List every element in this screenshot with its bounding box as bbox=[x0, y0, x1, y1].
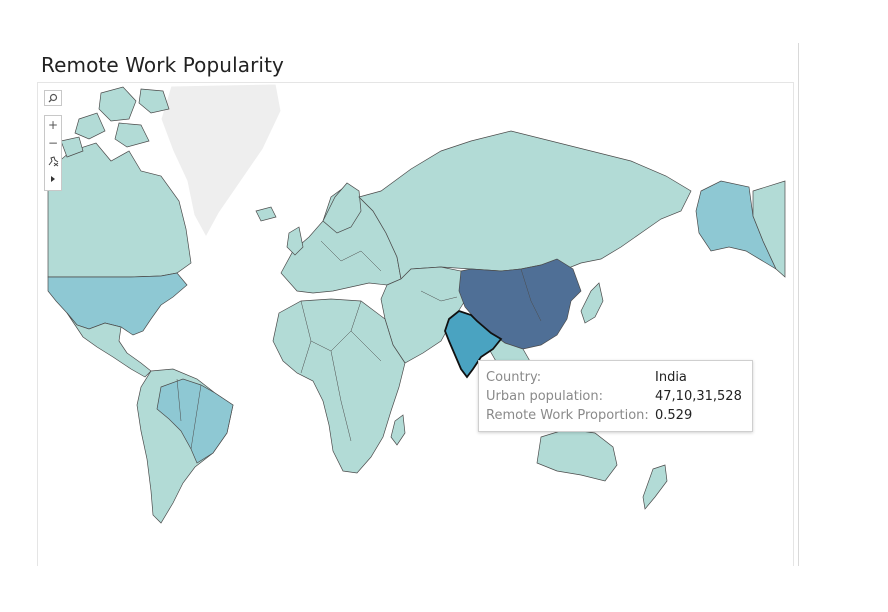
tooltip-value: 47,10,31,528 bbox=[655, 389, 742, 404]
region-india[interactable] bbox=[444, 309, 503, 379]
tooltip-value: 0.529 bbox=[655, 408, 693, 423]
region-canada[interactable] bbox=[47, 142, 192, 278]
minus-icon: − bbox=[47, 136, 59, 150]
map-viewport[interactable] bbox=[37, 82, 794, 566]
map-tooltip: Country: India Urban population: 47,10,3… bbox=[478, 360, 753, 432]
search-icon bbox=[48, 93, 58, 103]
region-africa[interactable] bbox=[272, 298, 406, 474]
page-title: Remote Work Popularity bbox=[41, 53, 284, 77]
zoom-in-button[interactable]: + bbox=[45, 116, 61, 134]
region-new-zealand[interactable] bbox=[642, 464, 668, 510]
region-canada-islands[interactable] bbox=[60, 86, 170, 158]
map-search-button[interactable] bbox=[44, 90, 62, 106]
region-mexico[interactable] bbox=[66, 312, 152, 378]
tooltip-value: India bbox=[655, 370, 687, 385]
expand-toolbar-button[interactable] bbox=[45, 170, 61, 188]
zoom-out-button[interactable]: − bbox=[45, 134, 61, 152]
region-canada-east[interactable] bbox=[752, 180, 786, 278]
panel-divider bbox=[798, 43, 799, 566]
region-australia[interactable] bbox=[536, 428, 618, 482]
region-scandinavia[interactable] bbox=[322, 182, 362, 234]
country-borders bbox=[176, 240, 542, 450]
tooltip-label: Urban population: bbox=[486, 389, 604, 404]
region-alaska[interactable] bbox=[695, 180, 777, 270]
region-russia[interactable] bbox=[358, 130, 692, 280]
region-uk[interactable] bbox=[286, 226, 304, 256]
region-japan[interactable] bbox=[580, 282, 604, 324]
region-iceland[interactable] bbox=[255, 206, 277, 222]
reset-pin-button[interactable] bbox=[45, 152, 61, 170]
play-arrow-icon bbox=[51, 176, 55, 182]
region-greenland[interactable] bbox=[160, 83, 282, 239]
tooltip-label: Remote Work Proportion: bbox=[486, 408, 649, 423]
world-map[interactable] bbox=[38, 83, 794, 566]
pin-reset-icon bbox=[48, 156, 59, 167]
map-zoom-controls: + − bbox=[44, 115, 62, 191]
tooltip-label: Country: bbox=[486, 370, 542, 385]
region-united-states[interactable] bbox=[47, 272, 188, 336]
region-madagascar[interactable] bbox=[390, 414, 406, 446]
plus-icon: + bbox=[47, 118, 59, 132]
